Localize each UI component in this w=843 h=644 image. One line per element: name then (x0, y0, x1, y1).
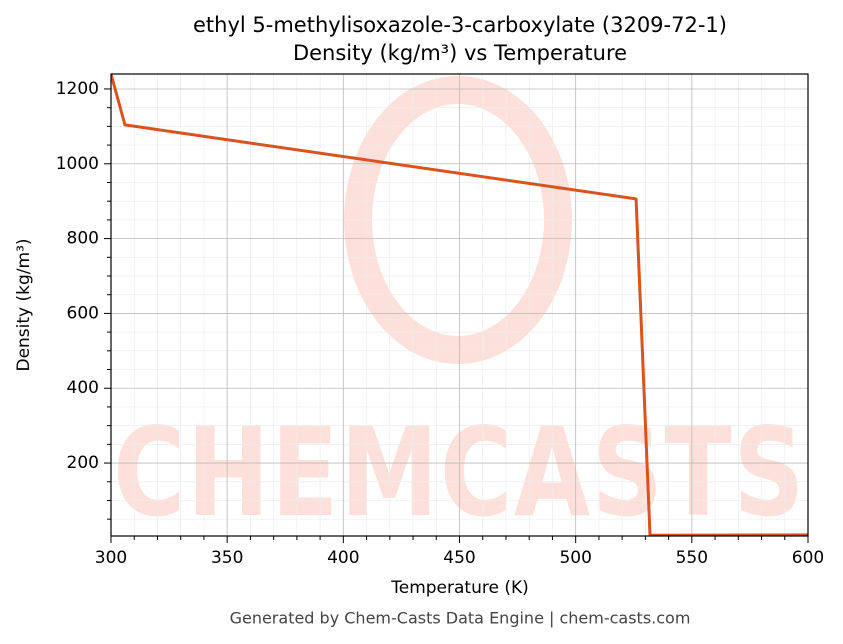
footer: Generated by Chem-Casts Data Engine | ch… (230, 609, 691, 628)
y-tick-label: 600 (67, 303, 99, 323)
y-tick-label: 1000 (56, 154, 99, 174)
x-tick-label: 300 (95, 548, 127, 568)
x-tick-label: 400 (327, 548, 359, 568)
x-tick-label: 550 (676, 548, 708, 568)
x-axis-label: Temperature (K) (390, 578, 529, 598)
chart-title: ethyl 5-methylisoxazole-3-carboxylate (3… (193, 13, 727, 37)
y-tick-label: 1200 (56, 79, 99, 99)
x-tick-label: 600 (792, 548, 824, 568)
x-tick-label: 500 (559, 548, 591, 568)
y-tick-label: 800 (67, 229, 99, 249)
y-tick-label: 400 (67, 378, 99, 398)
x-tick-label: 450 (443, 548, 475, 568)
x-tick-label: 350 (211, 548, 243, 568)
data-line (111, 74, 808, 536)
chart-subtitle: Density (kg/m³) vs Temperature (293, 41, 627, 65)
y-axis-label: Density (kg/m³) (14, 238, 34, 371)
plot-frame (110, 73, 809, 537)
y-tick-label: 200 (67, 453, 99, 473)
